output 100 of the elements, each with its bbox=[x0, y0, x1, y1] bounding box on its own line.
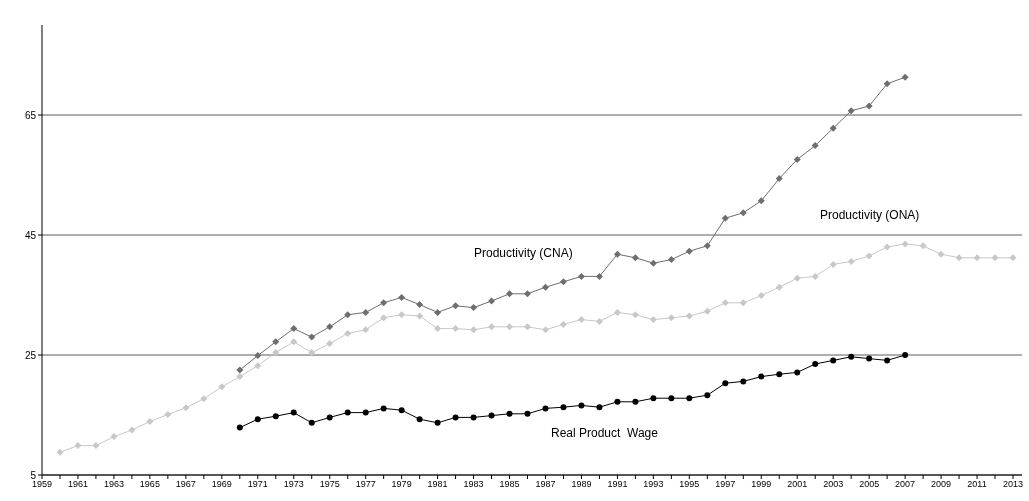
point bbox=[326, 340, 334, 348]
y-tick-label: 65 bbox=[24, 109, 37, 121]
point bbox=[488, 412, 495, 419]
point bbox=[613, 250, 621, 258]
point bbox=[541, 283, 549, 291]
point bbox=[847, 107, 855, 115]
point bbox=[236, 424, 243, 431]
x-tick-label: 1987 bbox=[535, 479, 556, 490]
y-tick-label: 25 bbox=[24, 349, 37, 361]
point bbox=[757, 197, 765, 205]
y-tick-label: 45 bbox=[24, 229, 37, 241]
x-tick-label: 2001 bbox=[787, 479, 808, 490]
point bbox=[613, 308, 621, 316]
point bbox=[757, 292, 765, 300]
point bbox=[541, 326, 549, 334]
x-tick-label: 2009 bbox=[931, 479, 952, 490]
x-tick-label: 1991 bbox=[607, 479, 628, 490]
point bbox=[937, 250, 945, 258]
point bbox=[434, 308, 442, 316]
x-tick-label: 2013 bbox=[1002, 479, 1024, 490]
x-tick-label: 2003 bbox=[823, 479, 844, 490]
point bbox=[866, 355, 873, 362]
x-tick-label: 1975 bbox=[319, 479, 340, 490]
point bbox=[955, 254, 963, 262]
point bbox=[380, 314, 388, 322]
point bbox=[416, 312, 424, 320]
series-label: Productivity (CNA) bbox=[474, 246, 573, 260]
point bbox=[758, 373, 765, 380]
point bbox=[344, 329, 352, 337]
point bbox=[470, 304, 478, 312]
series-label: Real Product Wage bbox=[551, 426, 658, 440]
x-tick-label: 1973 bbox=[283, 479, 304, 490]
x-tick-label: 1989 bbox=[571, 479, 592, 490]
point bbox=[524, 323, 531, 331]
point bbox=[308, 419, 315, 426]
point bbox=[326, 414, 333, 421]
point bbox=[92, 442, 100, 450]
point bbox=[398, 293, 406, 301]
point bbox=[560, 404, 567, 411]
point bbox=[847, 257, 855, 265]
x-tick-label: 1985 bbox=[499, 479, 520, 490]
point bbox=[380, 405, 387, 412]
point bbox=[595, 272, 603, 280]
point bbox=[488, 323, 496, 331]
x-tick-label: 1995 bbox=[679, 479, 700, 490]
point bbox=[722, 380, 729, 387]
point bbox=[883, 243, 891, 251]
series-label: Productivity (ONA) bbox=[820, 208, 920, 222]
point bbox=[902, 352, 909, 358]
point bbox=[164, 410, 172, 418]
x-tick-label: 1961 bbox=[67, 479, 88, 490]
point bbox=[416, 301, 424, 309]
point bbox=[290, 338, 298, 346]
x-tick-label: 1983 bbox=[463, 479, 484, 490]
point bbox=[308, 333, 316, 341]
point bbox=[290, 409, 297, 416]
point bbox=[182, 404, 190, 412]
point bbox=[793, 274, 801, 282]
point bbox=[470, 414, 477, 421]
point bbox=[254, 362, 262, 370]
point bbox=[56, 448, 64, 456]
point bbox=[901, 240, 909, 248]
point bbox=[290, 325, 298, 333]
point bbox=[632, 398, 639, 405]
point bbox=[811, 142, 819, 150]
point bbox=[577, 316, 585, 324]
x-tick-label: 1967 bbox=[175, 479, 196, 490]
point bbox=[236, 366, 244, 374]
point bbox=[380, 299, 388, 307]
x-tick-label: 1969 bbox=[211, 479, 232, 490]
point bbox=[703, 242, 711, 250]
point bbox=[488, 297, 496, 305]
point bbox=[254, 416, 261, 423]
point bbox=[1009, 254, 1017, 262]
point bbox=[542, 405, 549, 412]
point bbox=[470, 326, 478, 334]
point bbox=[344, 311, 352, 319]
point bbox=[452, 302, 460, 310]
point bbox=[829, 124, 837, 132]
point bbox=[865, 252, 873, 260]
point bbox=[686, 395, 693, 402]
point bbox=[272, 338, 280, 346]
point bbox=[649, 316, 657, 324]
point bbox=[452, 325, 460, 333]
point bbox=[794, 369, 801, 376]
point bbox=[344, 409, 351, 416]
point bbox=[362, 409, 369, 416]
point bbox=[830, 357, 837, 364]
point bbox=[865, 102, 873, 110]
x-tick-label: 2007 bbox=[895, 479, 916, 490]
point bbox=[559, 320, 567, 328]
point bbox=[812, 361, 819, 367]
point bbox=[739, 299, 747, 307]
point bbox=[577, 272, 585, 280]
point bbox=[776, 371, 783, 378]
point bbox=[596, 404, 603, 411]
point bbox=[254, 352, 262, 360]
point bbox=[614, 398, 621, 405]
point bbox=[829, 260, 837, 268]
point bbox=[848, 353, 855, 360]
